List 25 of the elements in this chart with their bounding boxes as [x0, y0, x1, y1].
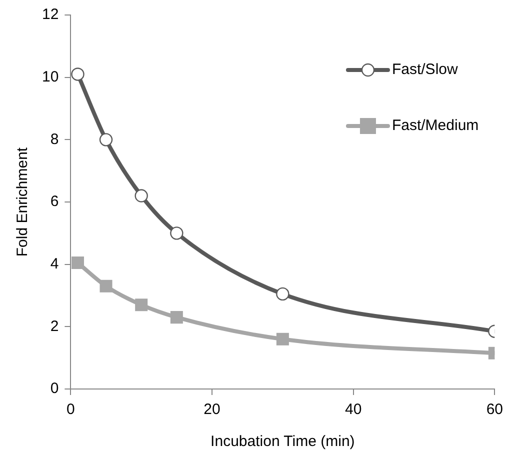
- point: [276, 332, 289, 346]
- legend-label: Fast/Medium: [392, 117, 479, 134]
- x-tick-label: 60: [486, 401, 503, 418]
- point: [71, 68, 84, 81]
- y-tick-label: 2: [50, 318, 59, 335]
- point: [135, 298, 148, 312]
- x-tick-label: 20: [204, 401, 220, 418]
- point: [134, 189, 148, 202]
- y-tick-label: 0: [50, 380, 59, 398]
- point: [71, 256, 84, 270]
- point: [100, 280, 112, 292]
- x-tick-label: 0: [66, 401, 75, 418]
- x-axis-title: Incubation Time (min): [210, 433, 355, 450]
- y-tick-label: 10: [42, 68, 59, 86]
- point: [99, 133, 113, 146]
- y-tick-label: 6: [50, 193, 59, 210]
- y-tick-label: 8: [50, 130, 59, 148]
- y-tick-label: 12: [42, 6, 59, 24]
- y-axis-title: Fold Enrichment: [14, 146, 32, 257]
- point: [276, 287, 290, 301]
- x-tick-label: 40: [344, 401, 362, 418]
- y-tick-label: 4: [50, 255, 59, 272]
- point: [170, 311, 183, 324]
- legend-label: Fast/Slow: [392, 61, 458, 78]
- point: [170, 226, 184, 240]
